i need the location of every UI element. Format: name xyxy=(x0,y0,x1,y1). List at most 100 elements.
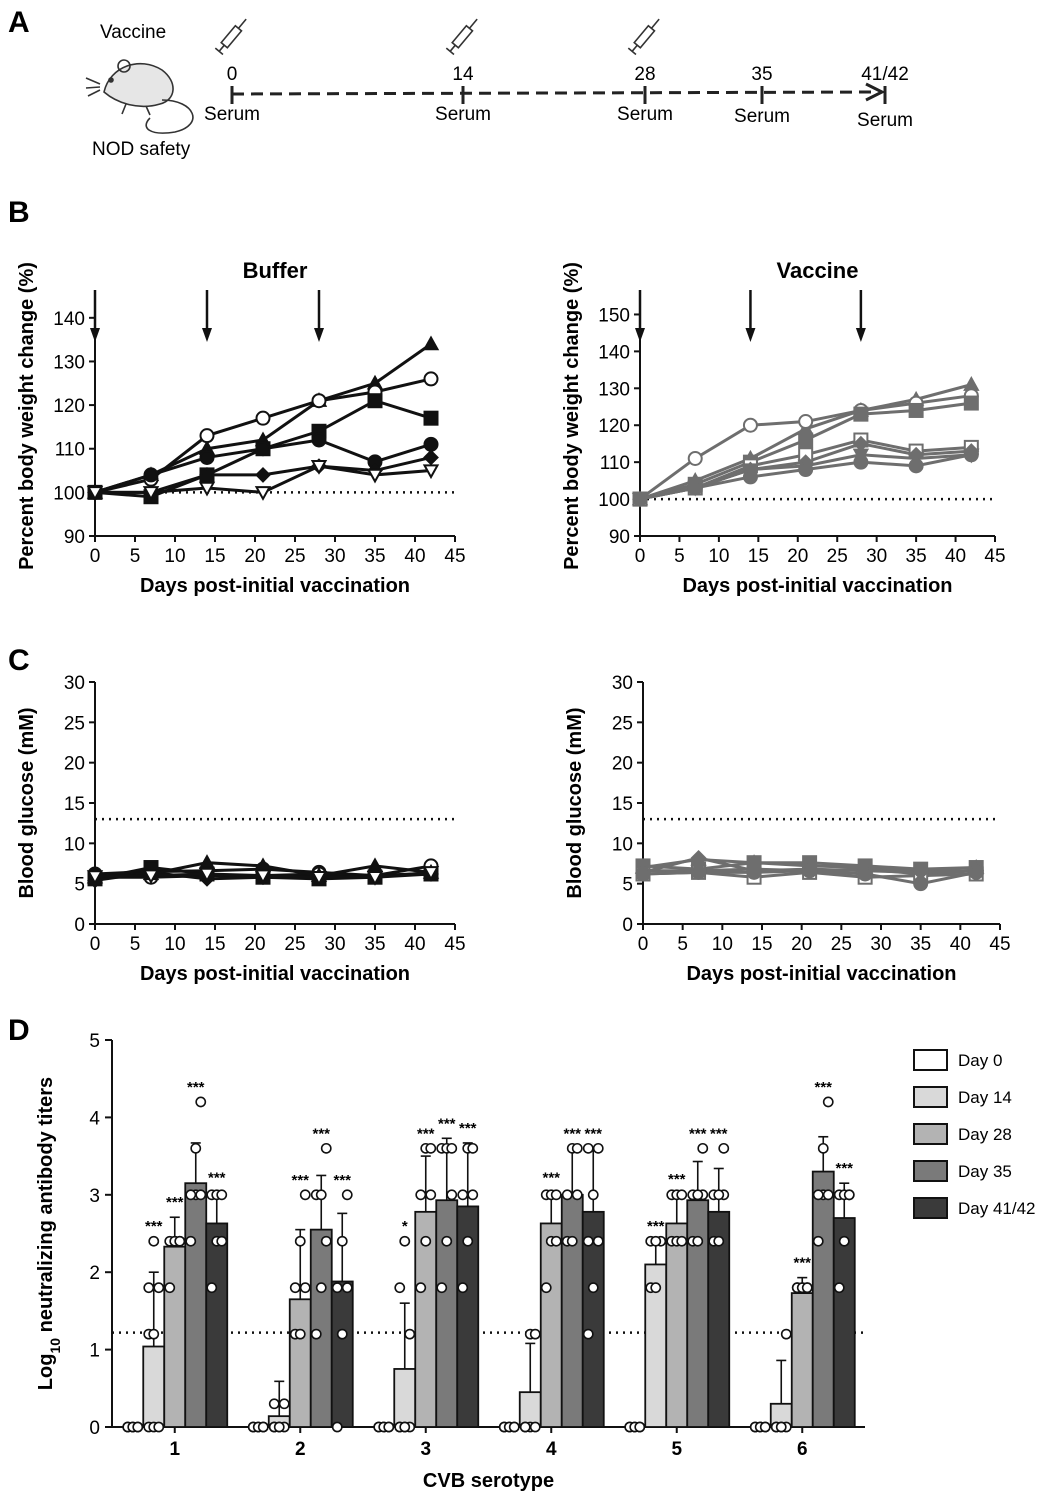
y-tick-label: 0 xyxy=(622,915,633,936)
data-point xyxy=(255,466,271,483)
x-tick-label: 5 xyxy=(677,934,688,955)
data-point xyxy=(718,1142,730,1154)
y-axis-title: Blood glucose (mM) xyxy=(16,707,38,898)
data-point xyxy=(336,1328,348,1340)
legend: Day 0 Day 14 Day 28 Day 35 Day 41/42 xyxy=(913,1049,1036,1219)
x-axis-title: Days post-initial vaccination xyxy=(686,963,956,985)
significance-label: *** xyxy=(312,1125,330,1142)
data-point xyxy=(540,1282,552,1294)
data-point xyxy=(697,1142,709,1154)
serum-label: Serum xyxy=(204,104,260,125)
data-point xyxy=(142,869,160,885)
data-point xyxy=(634,1421,646,1433)
y-tick-label: 20 xyxy=(612,754,633,775)
timeline-day-label: 0 xyxy=(227,64,238,85)
data-point xyxy=(968,864,984,880)
data-point xyxy=(366,468,384,484)
data-point xyxy=(206,1282,218,1294)
data-point xyxy=(420,1235,432,1247)
x-tick-label: 20 xyxy=(244,546,265,567)
serum-label: Serum xyxy=(734,106,790,127)
y-tick-label: 5 xyxy=(89,1031,100,1052)
data-point xyxy=(853,454,869,470)
bar xyxy=(560,1193,584,1428)
data-point xyxy=(843,1189,855,1201)
significance-label: *** xyxy=(417,1125,435,1142)
data-point xyxy=(425,1189,437,1201)
bar xyxy=(832,1217,856,1428)
bar xyxy=(142,1345,166,1428)
x-axis-title: Days post-initial vaccination xyxy=(140,575,410,597)
data-point xyxy=(255,441,271,457)
x-tick-label: 30 xyxy=(870,934,891,955)
data-point xyxy=(691,864,707,880)
data-point xyxy=(310,459,328,475)
data-point xyxy=(86,870,104,885)
data-point xyxy=(341,1282,353,1294)
y-axis-title: Percent body weight change (%) xyxy=(16,262,38,570)
x-tick-label: 40 xyxy=(404,546,425,567)
significance-label: *** xyxy=(793,1255,811,1272)
syringe-plunger xyxy=(631,44,638,52)
data-point xyxy=(299,1282,311,1294)
significance-label: *** xyxy=(647,1218,665,1235)
y-tick-label: 100 xyxy=(598,490,630,511)
timeline: 0 Serum 14 Serum 28 Serum 35 Serum 41/42 Serum xyxy=(204,18,913,131)
x-tick-label: 15 xyxy=(748,546,769,567)
mouse-icon xyxy=(85,59,194,134)
x-tick-label: 45 xyxy=(989,934,1010,955)
y-axis-title: Blood glucose (mM) xyxy=(564,707,586,898)
data-point xyxy=(331,1421,343,1433)
data-point xyxy=(199,466,215,483)
data-point xyxy=(457,1189,469,1201)
data-point xyxy=(822,1096,834,1108)
chart-weight-buffer: 0 5 10 15 20 25 30 35 40 45 90 100 110 120 130 140 Days … xyxy=(16,258,466,597)
bar xyxy=(288,1298,312,1428)
panel-c-blood-glucose: C 0 5 10 15 20 25 30 35 40 45 0 5 10 15 20 25 30 Days pos… xyxy=(8,644,1011,985)
y-tick-label: 2 xyxy=(89,1263,100,1284)
data-point xyxy=(415,1189,427,1201)
data-point xyxy=(838,1235,850,1247)
x-tick-label: 5 xyxy=(674,546,685,567)
data-point xyxy=(311,393,327,409)
data-point xyxy=(582,1235,594,1247)
x-tick-label: 0 xyxy=(638,934,649,955)
syringe-needle xyxy=(237,18,247,29)
data-point xyxy=(759,1421,771,1433)
data-point xyxy=(571,1189,583,1201)
y-tick-label: 0 xyxy=(74,915,85,936)
data-point xyxy=(331,1282,343,1294)
y-tick-label: 15 xyxy=(612,794,633,815)
significance-label: *** xyxy=(291,1172,309,1189)
data-point xyxy=(798,432,814,448)
x-tick-label: 20 xyxy=(244,934,265,955)
y-tick-label: 1 xyxy=(89,1341,100,1362)
data-point xyxy=(190,1142,202,1154)
data-point xyxy=(164,1282,176,1294)
syringe-handle xyxy=(214,47,224,56)
y-tick-label: 3 xyxy=(89,1186,100,1207)
syringe-needle xyxy=(468,18,478,29)
chart-title: Buffer xyxy=(243,258,308,283)
data-point xyxy=(198,481,216,497)
data-point xyxy=(587,1282,599,1294)
x-tick-label: 35 xyxy=(910,934,931,955)
significance-label: *** xyxy=(563,1125,581,1142)
data-point xyxy=(908,458,924,474)
injection-arrow-head xyxy=(855,328,866,342)
data-point xyxy=(143,467,159,483)
y-axis-title-part: neutralizing antibody titers xyxy=(35,1077,57,1338)
bar xyxy=(163,1245,187,1428)
x-axis-title: Days post-initial vaccination xyxy=(140,963,410,985)
chart-glucose-buffer: 0 5 10 15 20 25 30 35 40 45 0 5 10 15 20 25 30 Days post-… xyxy=(16,673,466,985)
data-point xyxy=(692,1235,704,1247)
data-point xyxy=(963,447,979,463)
data-point xyxy=(423,410,439,426)
x-tick-label: 45 xyxy=(444,546,465,567)
x-tick-label: 40 xyxy=(945,546,966,567)
bar xyxy=(205,1222,229,1428)
data-point xyxy=(857,866,873,882)
bar xyxy=(330,1280,354,1428)
data-point xyxy=(690,849,707,866)
data-point xyxy=(467,1189,479,1201)
